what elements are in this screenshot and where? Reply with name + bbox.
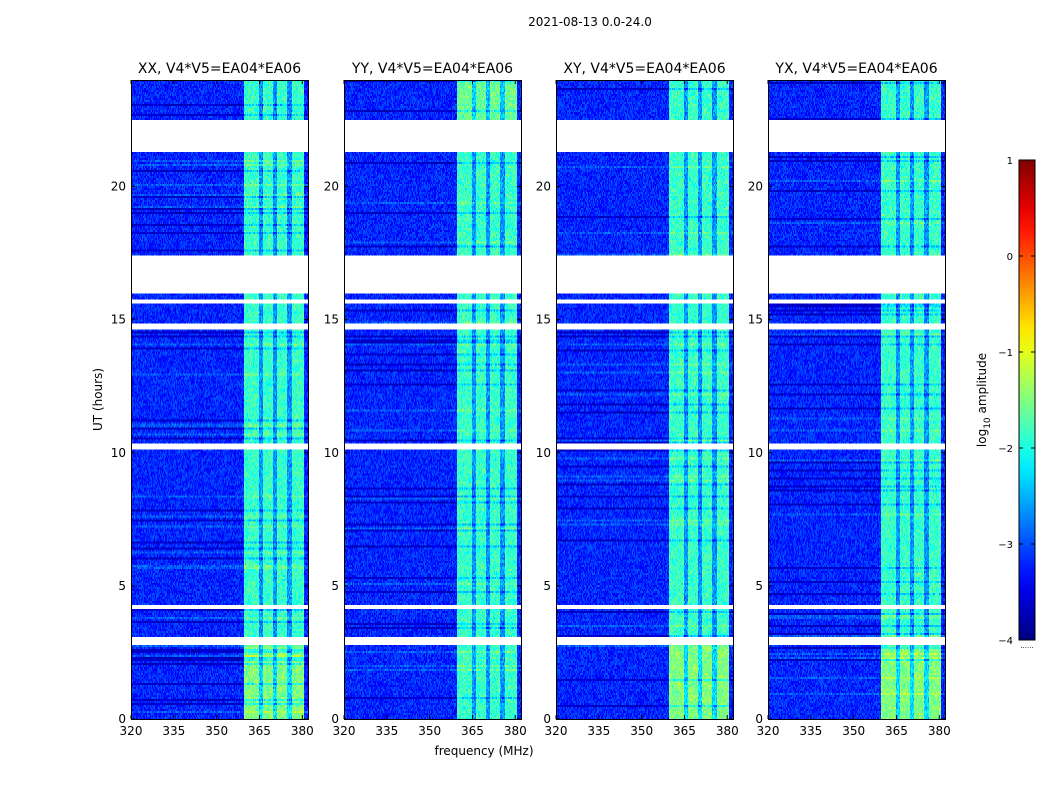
colorbar-tick-label: −4: [998, 636, 1013, 647]
panels-group: XX, V4*V5=EA04*EA06 320 335 350 365 380 0 5 10 15…: [91, 61, 951, 758]
x-tick-label: 335: [799, 724, 822, 738]
axes-frame: [556, 80, 734, 720]
x-tick-label: 380: [504, 724, 527, 738]
y-tick-label: 0: [543, 712, 551, 726]
x-tick-label: 365: [461, 724, 484, 738]
panel-title: YY, V4*V5=EA04*EA06: [351, 61, 513, 77]
y-tick-label: 0: [118, 712, 126, 726]
x-tick-label: 320: [545, 724, 568, 738]
colorbar: −4 −3 −2 −1 0 1 log10 amplitude......: [975, 156, 1036, 650]
y-tick-label: 5: [118, 579, 126, 593]
panel-xx: XX, V4*V5=EA04*EA06 320 335 350 365 380 0 5 10 15…: [91, 61, 314, 738]
x-tick-label: 350: [418, 724, 441, 738]
spectrogram-image: [131, 80, 308, 719]
panel-title: YX, V4*V5=EA04*EA06: [774, 61, 937, 77]
spectrogram-image: [344, 80, 521, 719]
axes-frame: [768, 80, 946, 720]
spectrogram-image: [768, 80, 945, 719]
colorbar-tick-label: 1: [1007, 156, 1013, 167]
y-tick-label: 0: [755, 712, 763, 726]
panel-title: XY, V4*V5=EA04*EA06: [563, 61, 725, 77]
x-tick-label: 365: [248, 724, 271, 738]
x-tick-label: 335: [587, 724, 610, 738]
panel-title: XX, V4*V5=EA04*EA06: [138, 61, 301, 77]
x-tick-label: 335: [162, 724, 185, 738]
y-tick-label: 20: [748, 180, 763, 194]
colorbar-label: log10 amplitude: [975, 353, 993, 447]
x-tick-label: 380: [716, 724, 739, 738]
x-tick-label: 335: [375, 724, 398, 738]
colorbar-tick-label: −1: [998, 348, 1013, 359]
y-tick-label: 10: [324, 446, 339, 460]
axes-frame: [131, 80, 309, 720]
figure-suptitle: 2021-08-13 0.0-24.0: [528, 15, 652, 29]
y-tick-label: 15: [536, 313, 551, 327]
x-tick-label: 350: [630, 724, 653, 738]
colorbar-tick-label: 0: [1007, 252, 1013, 263]
panel-xy: XY, V4*V5=EA04*EA06 320 335 350 365 380 0 5 10 15…: [536, 61, 739, 738]
y-tick-label: 10: [111, 446, 126, 460]
y-axis-label: UT (hours): [91, 368, 105, 431]
x-tick-label: 380: [928, 724, 951, 738]
y-tick-label: 10: [536, 446, 551, 460]
colorbar-tick-label: −3: [998, 540, 1013, 551]
x-tick-label: 350: [205, 724, 228, 738]
x-tick-label: 380: [291, 724, 314, 738]
y-tick-label: 10: [748, 446, 763, 460]
spectrogram-image: [556, 80, 733, 719]
y-tick-label: 5: [755, 579, 763, 593]
x-tick-label: 365: [673, 724, 696, 738]
x-tick-label: 365: [885, 724, 908, 738]
panel-yy: YY, V4*V5=EA04*EA06 320 335 350 365 380 0 5 10 15…: [324, 61, 534, 758]
axes-frame: [344, 80, 522, 720]
colorbar-footer: ......: [1020, 642, 1033, 650]
y-tick-label: 15: [748, 313, 763, 327]
y-tick-label: 20: [324, 180, 339, 194]
colorbar-tick-label: −2: [998, 444, 1013, 455]
y-tick-label: 15: [324, 313, 339, 327]
x-tick-label: 320: [757, 724, 780, 738]
x-tick-label: 320: [120, 724, 143, 738]
y-tick-label: 0: [331, 712, 339, 726]
y-tick-label: 20: [111, 180, 126, 194]
y-tick-label: 5: [543, 579, 551, 593]
colorbar-gradient: [1018, 159, 1036, 641]
panel-yx: YX, V4*V5=EA04*EA06 320 335 350 365 380 0 5 10 15…: [748, 61, 951, 738]
x-axis-label: frequency (MHz): [434, 744, 533, 758]
y-tick-label: 20: [536, 180, 551, 194]
y-tick-label: 5: [331, 579, 339, 593]
x-tick-label: 320: [333, 724, 356, 738]
y-tick-label: 15: [111, 313, 126, 327]
x-tick-label: 350: [842, 724, 865, 738]
